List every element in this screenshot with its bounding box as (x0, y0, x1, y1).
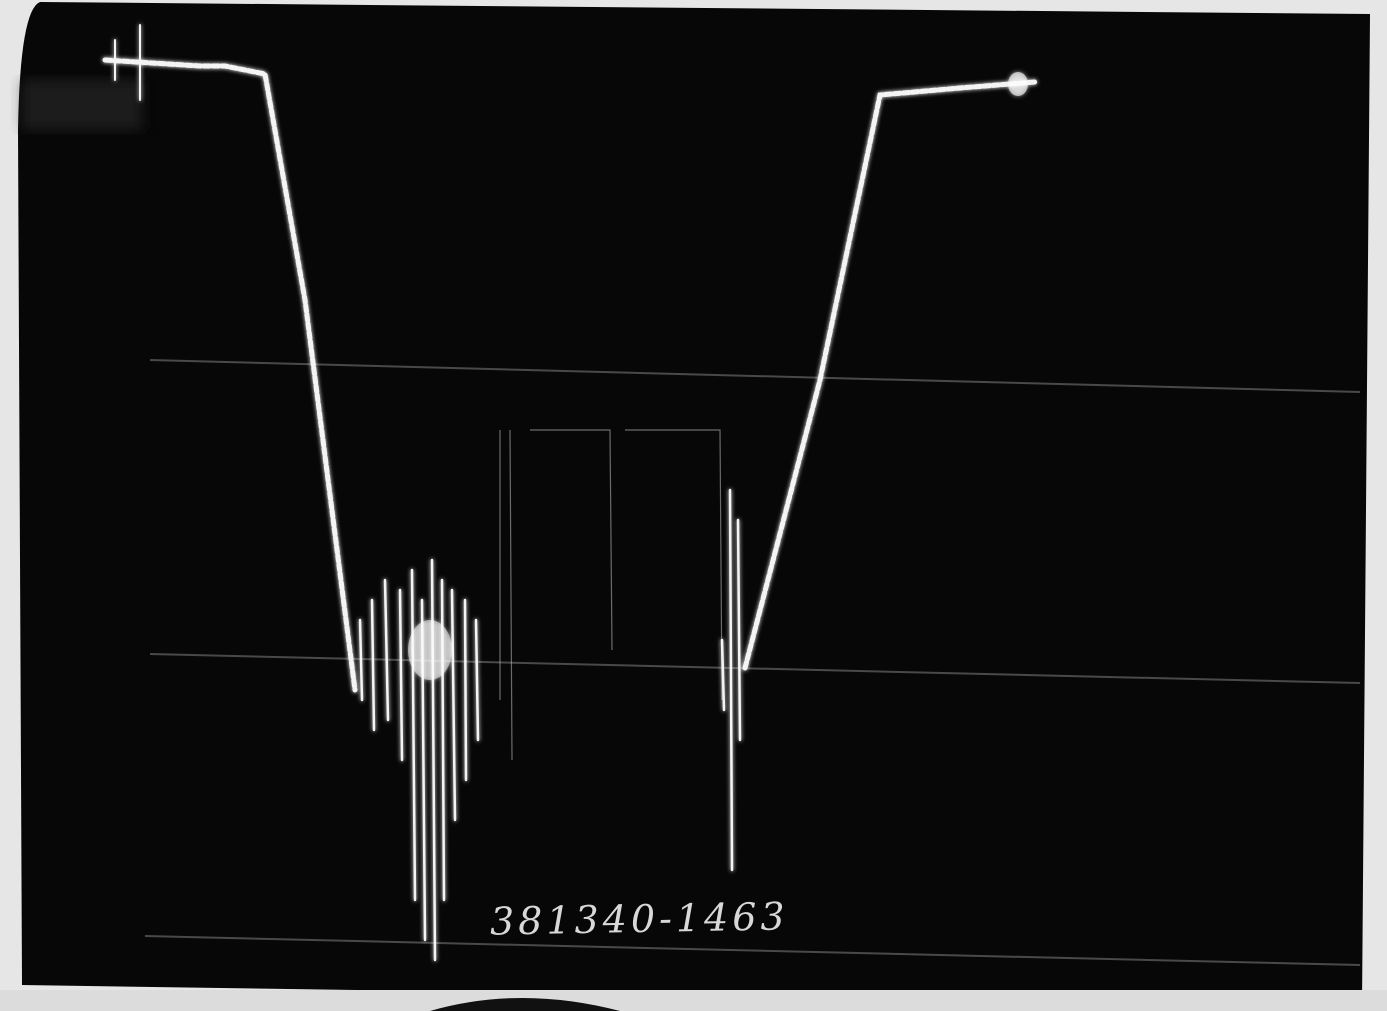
plate-number: 381340-1463 (490, 894, 789, 943)
graticule-line (144, 935, 1361, 966)
faint-trace (499, 429, 723, 761)
bottom-edge (0, 990, 1387, 1011)
trace (102, 24, 1038, 962)
glare (22, 80, 142, 130)
bottom-object (430, 998, 620, 1011)
graticule-line (149, 359, 1361, 393)
scope-screen (18, 2, 1370, 1005)
